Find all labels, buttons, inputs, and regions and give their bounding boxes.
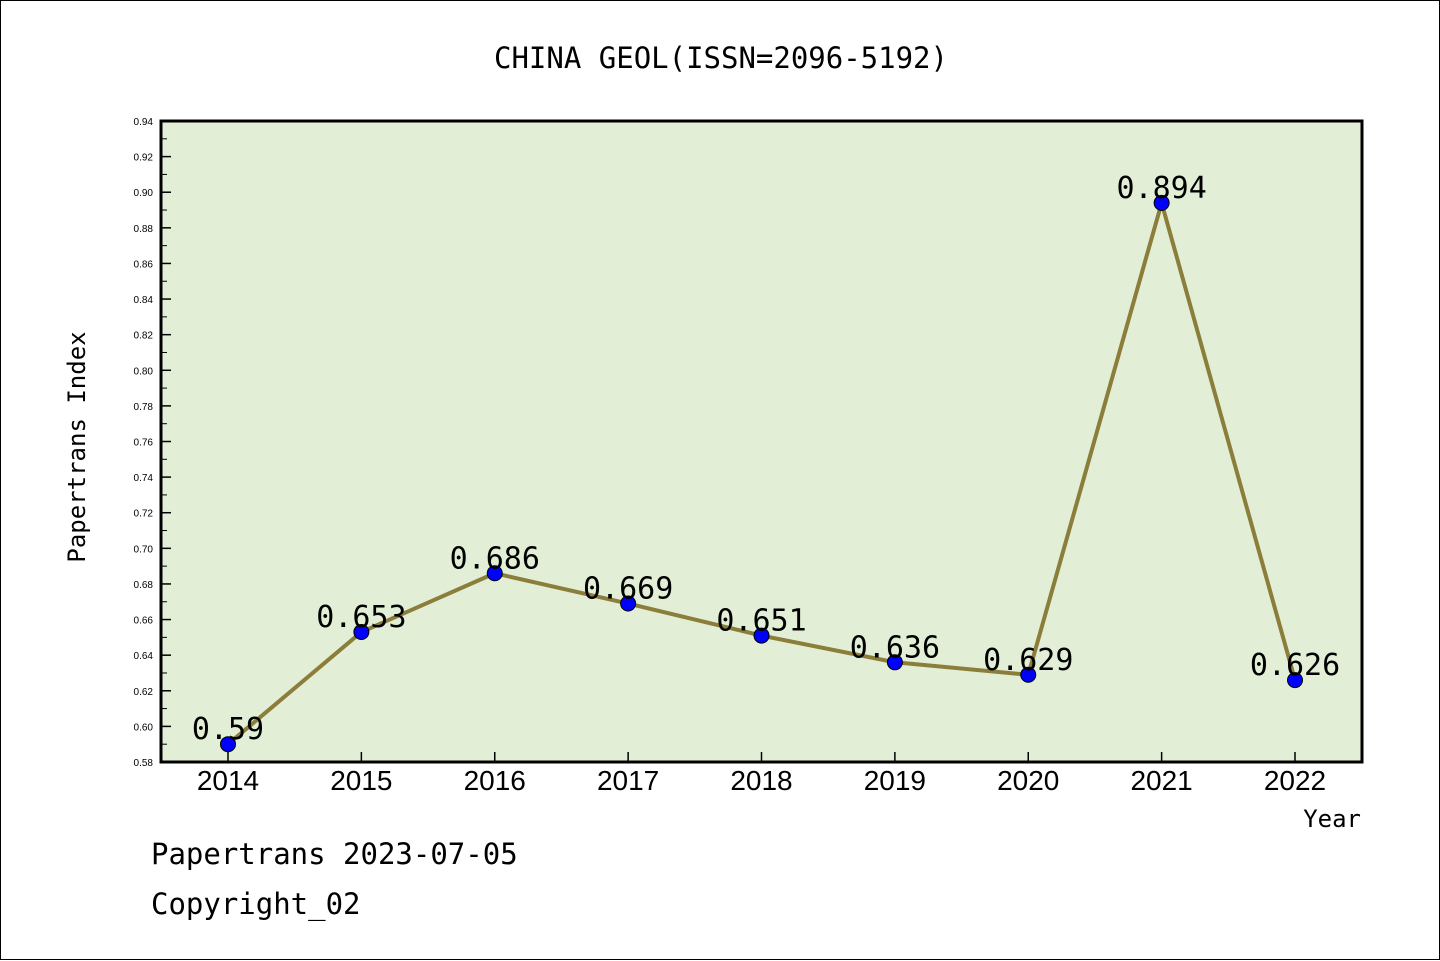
- y-tick-label: 0.76: [134, 438, 154, 449]
- y-tick-label: 0.62: [134, 687, 154, 698]
- y-tick-label: 0.94: [134, 117, 154, 128]
- y-tick-label: 0.92: [134, 153, 154, 164]
- data-point: [486, 565, 503, 582]
- y-tick-label: 0.66: [134, 616, 154, 627]
- y-tick-label: 0.90: [134, 188, 154, 199]
- x-axis-label: Year: [1303, 805, 1361, 833]
- x-tick-label: 2018: [730, 765, 792, 796]
- data-label: 0.626: [1250, 648, 1340, 683]
- x-axis-ticks: [227, 752, 1296, 762]
- plot-frame: [159, 119, 1364, 764]
- x-tick-label: 2014: [197, 765, 259, 796]
- x-tick-label: 2019: [864, 765, 926, 796]
- data-label: 0.629: [983, 643, 1073, 678]
- data-label: 0.653: [316, 600, 406, 635]
- data-point: [753, 627, 770, 644]
- y-tick-label: 0.84: [134, 295, 154, 306]
- series-group: 0.59 0.653 0.686 0.669 0.651 0.636 0.629 0.894 0…: [192, 171, 1340, 753]
- data-point: [1153, 194, 1170, 211]
- data-point: [1287, 672, 1303, 689]
- y-tick-label: 0.86: [134, 259, 154, 270]
- data-label: 0.651: [716, 604, 806, 639]
- y-tick-label: 0.64: [134, 651, 154, 662]
- data-label: 0.894: [1116, 171, 1206, 206]
- y-axis-label: Papertrans Index: [63, 331, 91, 562]
- data-label: 0.59: [192, 712, 264, 747]
- x-tick-label: 2020: [997, 765, 1059, 796]
- data-point: [353, 624, 370, 641]
- y-tick-label: 0.68: [134, 580, 154, 591]
- x-tick-label: 2021: [1130, 765, 1192, 796]
- y-tick-label: 0.88: [134, 224, 154, 235]
- y-tick-label: 0.74: [134, 473, 154, 484]
- data-point: [886, 654, 903, 671]
- y-tick-label: 0.82: [134, 331, 154, 342]
- x-tick-label: 2017: [597, 765, 659, 796]
- y-tick-label: 0.70: [134, 544, 154, 555]
- y-tick-label: 0.78: [134, 402, 154, 413]
- data-point: [1020, 666, 1037, 683]
- data-label: 0.686: [450, 541, 540, 576]
- y-tick-label: 0.58: [134, 758, 154, 769]
- y-tick-label: 0.60: [134, 722, 154, 733]
- footer-copyright: Copyright_02: [151, 887, 361, 921]
- chart-title: CHINA GEOL(ISSN=2096-5192): [494, 41, 948, 75]
- x-tick-label: 2015: [330, 765, 392, 796]
- data-label: 0.669: [583, 572, 673, 607]
- data-point: [620, 595, 637, 612]
- y-axis-tick-labels: 0.58 0.60 0.62 0.64 0.66 0.68 0.70 0.72 0.74 0.76…: [134, 117, 154, 769]
- y-tick-label: 0.72: [134, 509, 154, 520]
- data-point: [220, 736, 236, 753]
- data-label: 0.636: [850, 630, 940, 665]
- x-tick-label: 2022: [1264, 765, 1326, 796]
- x-tick-label: 2016: [464, 765, 526, 796]
- y-tick-label: 0.80: [134, 366, 154, 377]
- plot-area: [161, 121, 1362, 762]
- footer-source: Papertrans 2023-07-05: [151, 837, 518, 871]
- x-axis-tick-labels: 2014 2015 2016 2017 2018 2019 2020 2021 2022: [197, 765, 1326, 796]
